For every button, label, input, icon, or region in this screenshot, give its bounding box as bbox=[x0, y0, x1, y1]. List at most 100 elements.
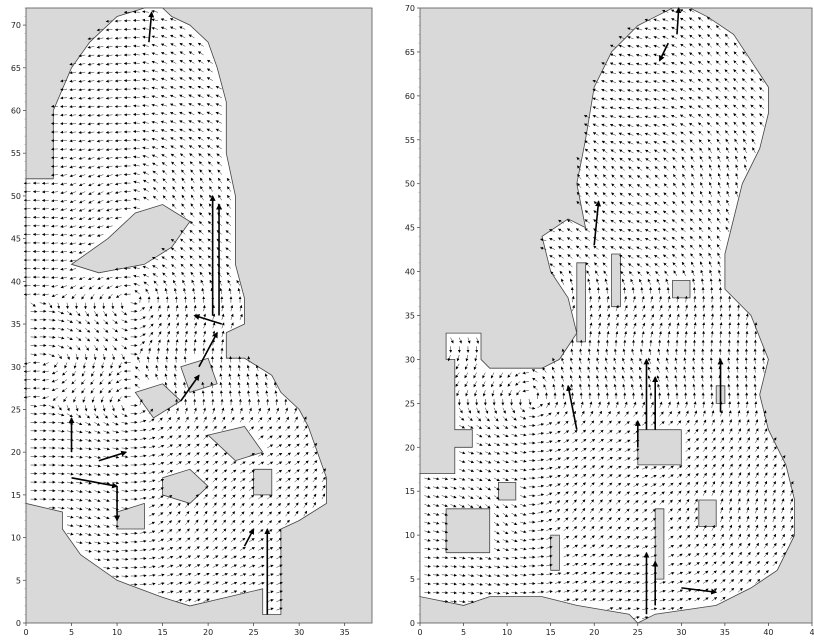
flow-arrow bbox=[78, 208, 86, 212]
y-tick-label: 70 bbox=[405, 4, 415, 13]
flow-arrow bbox=[76, 490, 83, 493]
flow-arrow bbox=[112, 430, 120, 434]
flow-arrow bbox=[73, 362, 77, 369]
flow-arrow bbox=[94, 413, 99, 419]
flow-arrow bbox=[48, 344, 56, 348]
flow-arrow bbox=[51, 190, 58, 194]
flow-arrow bbox=[87, 217, 95, 221]
flow-arrow bbox=[79, 285, 86, 290]
flow-arrow bbox=[87, 62, 95, 66]
flow-arrow bbox=[85, 507, 92, 511]
flow-arrow bbox=[69, 113, 77, 117]
flow-arrow bbox=[88, 285, 95, 290]
flow-arrow bbox=[69, 216, 77, 220]
flow-arrow bbox=[51, 199, 58, 203]
flow-arrow bbox=[51, 258, 58, 262]
flow-arrow bbox=[57, 506, 65, 510]
flow-arrow bbox=[87, 71, 95, 75]
flow-arrow bbox=[60, 241, 68, 245]
y-tick-label: 5 bbox=[410, 575, 415, 584]
flow-arrow bbox=[57, 438, 65, 442]
flow-arrow bbox=[60, 182, 68, 186]
flow-arrow bbox=[96, 79, 104, 83]
flow-arrow bbox=[108, 379, 113, 385]
obstacle bbox=[576, 262, 586, 343]
flow-arrow bbox=[69, 148, 77, 151]
flow-arrow bbox=[69, 191, 77, 195]
x-tick-label: 20 bbox=[589, 628, 599, 637]
flow-arrow bbox=[57, 353, 63, 360]
flow-arrow bbox=[57, 327, 65, 331]
flow-arrow bbox=[78, 139, 86, 143]
flow-arrow bbox=[96, 88, 104, 92]
flow-arrow bbox=[60, 173, 68, 177]
y-tick-label: 30 bbox=[405, 355, 415, 364]
flow-arrow bbox=[85, 328, 91, 333]
flow-arrow bbox=[112, 413, 118, 419]
flow-arrow bbox=[85, 464, 92, 468]
flow-arrow bbox=[97, 174, 104, 178]
flow-arrow bbox=[94, 422, 101, 426]
flow-arrow bbox=[103, 447, 110, 451]
right-flow-field-plot: 0 5 10 15 20 25 30 35 40 405101520253035404550556… bbox=[405, 4, 814, 637]
flow-arrow bbox=[78, 250, 86, 254]
flow-arrow bbox=[69, 79, 77, 83]
flow-arrow bbox=[75, 405, 79, 412]
flow-arrow bbox=[85, 455, 92, 459]
flow-arrow bbox=[106, 276, 113, 280]
flow-arrow bbox=[57, 302, 61, 309]
flow-arrow bbox=[78, 71, 86, 75]
flow-arrow bbox=[85, 319, 91, 325]
flow-arrow bbox=[94, 515, 101, 520]
flow-arrow bbox=[112, 574, 120, 578]
y-tick-label: 0 bbox=[16, 619, 21, 628]
flow-arrow bbox=[51, 267, 58, 271]
flow-arrow bbox=[76, 472, 83, 476]
obstacle bbox=[698, 499, 717, 527]
x-tick-label: 40 bbox=[763, 628, 773, 637]
flow-arrow bbox=[69, 208, 77, 212]
flow-arrow bbox=[69, 156, 77, 160]
flow-arrow bbox=[66, 455, 74, 459]
flow-arrow bbox=[87, 225, 95, 229]
flow-arrow bbox=[108, 370, 113, 377]
flow-arrow bbox=[96, 156, 104, 160]
flow-arrow bbox=[60, 216, 68, 220]
flow-arrow bbox=[60, 208, 68, 212]
flow-arrow bbox=[102, 405, 106, 412]
flow-arrow bbox=[60, 267, 68, 271]
flow-arrow bbox=[60, 250, 68, 254]
flow-arrow bbox=[78, 233, 86, 237]
flow-arrow bbox=[85, 515, 92, 520]
flow-arrow bbox=[96, 122, 104, 126]
y-tick-label: 20 bbox=[405, 443, 415, 452]
flow-arrow bbox=[23, 395, 31, 399]
flow-arrow bbox=[30, 302, 36, 307]
flow-arrow bbox=[87, 165, 95, 169]
flow-arrow bbox=[48, 310, 56, 314]
flow-arrow bbox=[60, 199, 68, 203]
flow-arrow bbox=[94, 464, 101, 468]
flow-arrow bbox=[57, 472, 65, 476]
flow-arrow bbox=[85, 422, 92, 426]
flow-arrow bbox=[94, 447, 101, 451]
flow-arrow bbox=[57, 405, 62, 411]
flow-arrow bbox=[87, 54, 95, 58]
flow-arrow bbox=[96, 130, 104, 134]
y-tick-label: 15 bbox=[405, 487, 415, 496]
y-tick-label: 50 bbox=[405, 180, 415, 189]
flow-arrow bbox=[97, 217, 104, 220]
flow-arrow bbox=[87, 174, 95, 178]
flow-arrow bbox=[87, 233, 95, 237]
flow-arrow bbox=[94, 455, 101, 459]
flow-arrow bbox=[87, 131, 95, 134]
flow-arrow bbox=[51, 370, 59, 375]
flow-arrow bbox=[42, 387, 49, 391]
flow-arrow bbox=[78, 182, 86, 187]
flow-arrow bbox=[97, 191, 104, 195]
flow-arrow bbox=[30, 310, 38, 313]
flow-arrow bbox=[96, 96, 104, 100]
flow-arrow bbox=[87, 105, 95, 109]
flow-arrow bbox=[60, 233, 68, 237]
x-tick-label: 15 bbox=[546, 628, 556, 637]
